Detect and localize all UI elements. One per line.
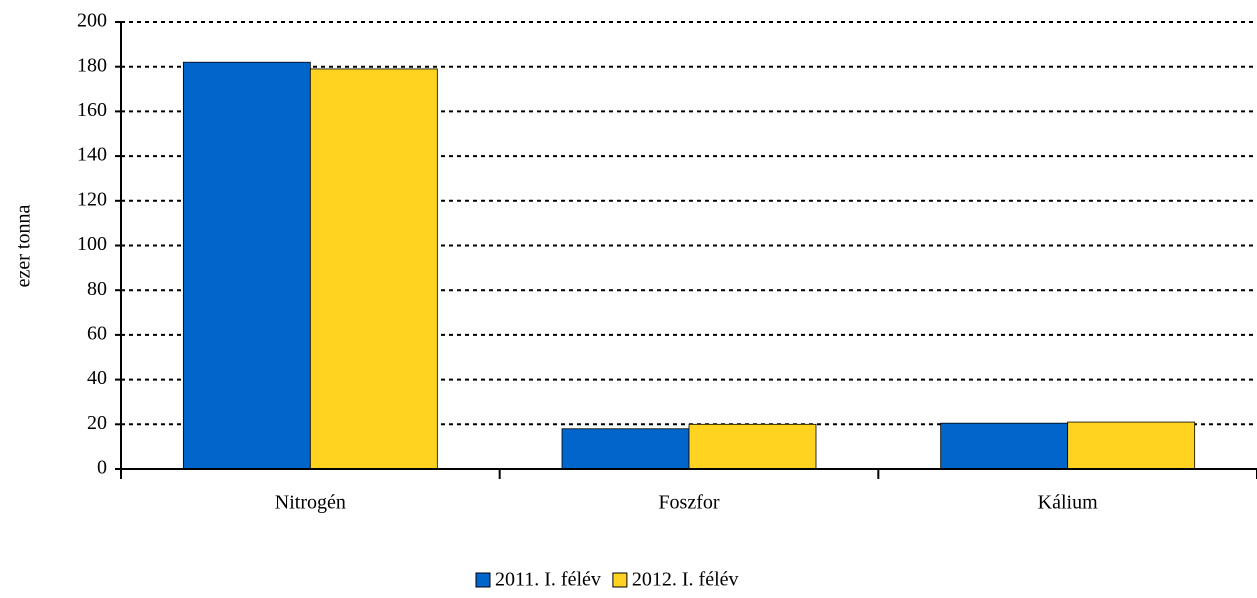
y-axis-title: ezer tonna: [13, 205, 35, 288]
bar-2-2: [688, 423, 817, 470]
bars: [182, 61, 1196, 470]
legend: 2011. I. félév 2012. I. félév: [475, 569, 739, 591]
y-tick-label: 20: [87, 412, 107, 434]
y-tick-label: 0: [97, 457, 107, 479]
y-tick-label: 180: [77, 54, 107, 76]
grid-lines: [121, 21, 1257, 426]
y-tick-label: 40: [87, 367, 107, 389]
x-category-label: Kálium: [1038, 492, 1098, 514]
x-category-label: Foszfor: [658, 492, 719, 514]
legend-swatch-1: [475, 572, 491, 588]
y-tick-labels: 0 20 40 60 80 100 120 140 160 180 200: [77, 10, 107, 479]
bar-1-3: [940, 422, 1069, 470]
bar-1-1: [182, 61, 311, 470]
x-category-label: Nitrogén: [275, 492, 346, 514]
y-tick-label: 200: [77, 10, 107, 32]
x-category-labels: Nitrogén Foszfor Kálium: [275, 492, 1098, 514]
axes: [115, 21, 1257, 479]
y-tick-label: 60: [87, 322, 107, 344]
legend-swatch-2: [612, 572, 628, 588]
bar-2-3: [1067, 421, 1196, 470]
y-tick-label: 100: [77, 233, 107, 255]
legend-label-1: 2011. I. félév: [495, 569, 601, 591]
bar-2-1: [309, 68, 438, 470]
bar-1-2: [561, 428, 690, 470]
legend-label-2: 2012. I. félév: [632, 569, 739, 591]
y-tick-label: 80: [87, 278, 107, 300]
y-tick-label: 140: [77, 144, 107, 166]
y-tick-label: 120: [77, 188, 107, 210]
y-tick-label: 160: [77, 99, 107, 121]
